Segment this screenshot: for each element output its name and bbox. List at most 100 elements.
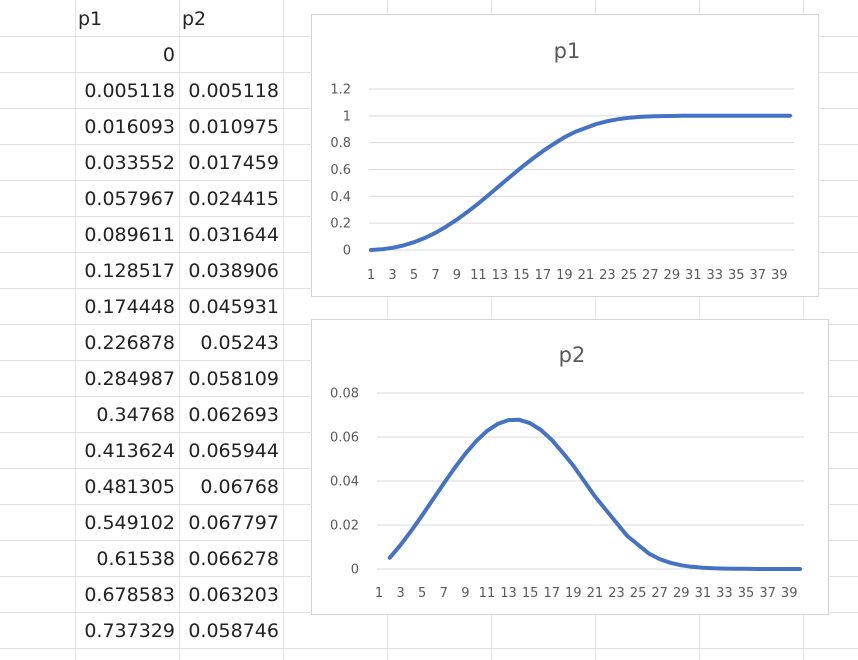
table-cell[interactable]: 0.549102 [84,512,175,534]
table-cell[interactable]: 0.481305 [84,476,175,498]
table-cell[interactable]: 0.005118 [188,80,279,102]
y-tick-label: 1.2 [330,83,351,98]
x-tick-label: 9 [461,586,469,601]
table-cell[interactable]: 0.016093 [84,116,175,138]
column-gridline [283,0,284,660]
y-tick-label: 0.8 [330,136,351,151]
series-line-p1 [369,113,792,252]
x-tick-label: 5 [410,268,418,283]
x-tick-label: 15 [522,586,539,601]
x-tick-label: 27 [651,586,668,601]
table-cell[interactable]: 0.678583 [84,584,175,606]
x-tick-label: 23 [608,586,625,601]
x-tick-label: 39 [781,586,798,601]
x-tick-label: 37 [759,586,776,601]
x-tick-label: 3 [388,268,396,283]
table-cell[interactable]: 0.61538 [96,548,175,570]
table-cell[interactable]: 0.05243 [200,332,279,354]
x-tick-label: 31 [685,268,702,283]
table-cell[interactable]: 0.033552 [84,152,175,174]
x-tick-label: 1 [367,268,375,283]
table-cell[interactable]: 0.058746 [188,620,279,642]
table-cell[interactable]: 0.34768 [96,404,175,426]
x-tick-label: 35 [738,586,755,601]
x-tick-label: 37 [749,268,766,283]
x-tick-label: 27 [642,268,659,283]
x-tick-label: 21 [587,586,604,601]
y-tick-label: 0 [351,563,359,578]
chart-p1[interactable]: p1 0 0.2 0.4 0.6 0.8 1 1.2 1 3 5 7 9 11 13 15 17 19 21 23 25… [311,14,819,297]
table-cell[interactable]: 0.06768 [200,476,279,498]
chart-p2[interactable]: p2 0 0.02 0.04 0.06 0.08 1 3 5 7 9 11 13 15 17 19 21 23 25… [311,319,829,615]
x-tick-label: 9 [453,268,461,283]
table-cell[interactable]: 0.226878 [84,332,175,354]
x-tick-label: 17 [535,268,552,283]
table-cell[interactable]: 0.063203 [188,584,279,606]
x-tick-label: 19 [556,268,573,283]
table-cell[interactable]: 0.413624 [84,440,175,462]
x-tick-label: 25 [630,586,647,601]
x-tick-label: 21 [578,268,595,283]
column-gridline [179,0,180,660]
table-cell[interactable]: 0.058109 [188,368,279,390]
x-tick-label: 23 [599,268,616,283]
table-cell[interactable]: 0.017459 [188,152,279,174]
y-tick-label: 1 [343,109,351,124]
y-tick-label: 0.04 [330,475,359,490]
x-tick-label: 25 [621,268,638,283]
table-cell[interactable]: 0.010975 [188,116,279,138]
table-cell[interactable]: 0.062693 [188,404,279,426]
series-line-p2 [387,417,802,571]
chart-title: p1 [554,39,581,63]
table-cell[interactable]: 0.066278 [188,548,279,570]
x-tick-label: 35 [728,268,745,283]
x-tick-label: 7 [440,586,448,601]
table-cell[interactable]: 0.045931 [188,296,279,318]
x-tick-label: 11 [470,268,487,283]
table-cell[interactable]: 0.038906 [188,260,279,282]
table-cell[interactable]: 0.067797 [188,512,279,534]
table-cell[interactable]: 0.089611 [84,224,175,246]
y-tick-label: 0.02 [330,519,359,534]
row-gridline [0,648,858,649]
table-cell[interactable]: 0.284987 [84,368,175,390]
x-tick-label: 3 [396,586,404,601]
table-cell[interactable]: 0.024415 [188,188,279,210]
chart-title: p2 [559,343,586,367]
x-tick-label: 29 [673,586,690,601]
x-tick-label: 13 [492,268,509,283]
table-cell[interactable]: 0 [162,44,175,66]
x-tick-label: 7 [431,268,439,283]
x-tick-label: 19 [565,586,582,601]
x-tick-label: 5 [418,586,426,601]
x-tick-label: 17 [543,586,560,601]
x-tick-label: 11 [479,586,496,601]
x-tick-label: 31 [695,586,712,601]
header-cell-p1[interactable]: p1 [78,8,103,30]
x-tick-label: 29 [664,268,681,283]
header-cell-p2[interactable]: p2 [182,8,207,30]
y-tick-label: 0.08 [330,387,359,402]
column-gridline [75,0,76,660]
table-cell[interactable] [179,37,279,73]
x-tick-label: 1 [375,586,383,601]
table-cell[interactable]: 0.128517 [84,260,175,282]
y-tick-label: 0.4 [330,190,351,205]
table-cell[interactable]: 0.057967 [84,188,175,210]
y-tick-label: 0 [343,244,351,259]
table-cell[interactable]: 0.737329 [84,620,175,642]
x-tick-label: 33 [707,268,724,283]
x-tick-label: 13 [500,586,517,601]
table-cell[interactable]: 0.174448 [84,296,175,318]
table-cell[interactable]: 0.065944 [188,440,279,462]
table-cell[interactable]: 0.005118 [84,80,175,102]
y-tick-label: 0.06 [330,431,359,446]
table-cell[interactable]: 0.031644 [188,224,279,246]
x-tick-label: 33 [716,586,733,601]
x-tick-label: 15 [513,268,530,283]
y-tick-label: 0.2 [330,217,351,232]
y-tick-label: 0.6 [330,163,351,178]
x-tick-label: 39 [771,268,788,283]
